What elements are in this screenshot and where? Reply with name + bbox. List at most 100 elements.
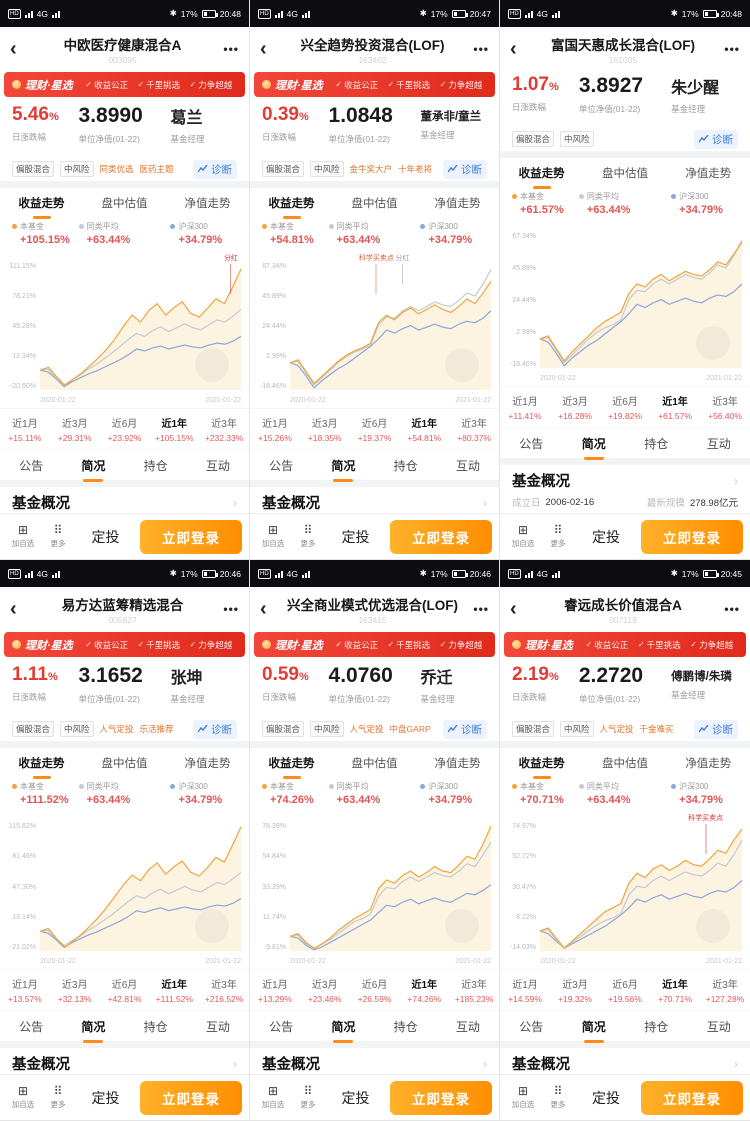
performance-chart[interactable]: 67.34% 45.89% 24.44% 2.99% -18.46% 2020-01-2… (250, 251, 499, 408)
period-6m[interactable]: 近6月 +19.82% (608, 397, 642, 421)
tab-holdings[interactable]: 持仓 (393, 1019, 418, 1034)
more-actions-button[interactable]: ⠿ 更多 (550, 1084, 566, 1110)
period-3y[interactable]: 近3年 +56.40% (708, 397, 742, 421)
aip-button[interactable]: 定投 (592, 1089, 620, 1106)
fund-overview-header[interactable]: 基金概况 › (250, 487, 499, 513)
fund-overview-header[interactable]: 基金概况 › (0, 1048, 249, 1074)
back-icon[interactable]: ‹ (260, 38, 267, 60)
period-1y[interactable]: 近1年 +54.81% (407, 419, 442, 443)
period-3y[interactable]: 近3年 +216.52% (204, 980, 244, 1004)
diagnose-button[interactable]: 诊断 (193, 719, 237, 739)
tab-nav-trend[interactable]: 净值走势 (434, 198, 481, 210)
tab-nav-trend[interactable]: 净值走势 (184, 758, 231, 770)
period-3y[interactable]: 近3年 +232.33% (204, 419, 244, 443)
period-6m[interactable]: 近6月 +42.81% (107, 980, 142, 1004)
period-1y[interactable]: 近1年 +74.26% (407, 980, 442, 1004)
period-1y[interactable]: 近1年 +105.15% (155, 419, 194, 443)
tab-holdings[interactable]: 持仓 (143, 458, 168, 473)
period-3y[interactable]: 近3年 +185.23% (454, 980, 494, 1004)
tab-profile[interactable]: 简况 (312, 1018, 374, 1035)
more-icon[interactable]: ••• (223, 602, 239, 616)
diagnose-button[interactable]: 诊断 (694, 719, 738, 739)
period-1m[interactable]: 近1月 +13.57% (8, 980, 42, 1004)
performance-chart[interactable]: 67.34% 45.89% 24.44% 2.99% -18.46% 2020-01-2… (500, 221, 750, 386)
star-select-banner[interactable]: 理财·星选 ✓ 收益公正 ✓ 千里挑选 ✓ 力争超越 (4, 72, 245, 97)
tab-announcements[interactable]: 公告 (519, 436, 544, 451)
period-3y[interactable]: 近3年 +80.37% (457, 419, 491, 443)
fund-overview-header[interactable]: 基金概况 › (500, 1048, 750, 1074)
tab-interaction[interactable]: 互动 (455, 458, 480, 473)
period-3m[interactable]: 近3月 +23.46% (307, 980, 342, 1004)
star-select-banner[interactable]: 理财·星选 ✓ 收益公正 ✓ 千里挑选 ✓ 力争超越 (254, 72, 495, 97)
manager-name[interactable]: 董承非/童兰 (420, 111, 482, 123)
period-3m[interactable]: 近3月 +32.13% (57, 980, 92, 1004)
period-1m[interactable]: 近1月 +11.41% (508, 397, 542, 421)
tab-interaction[interactable]: 互动 (706, 436, 731, 451)
star-select-banner[interactable]: 理财·星选 ✓ 收益公正 ✓ 千里挑选 ✓ 力争超越 (504, 632, 746, 657)
tab-interaction[interactable]: 互动 (455, 1019, 480, 1034)
tab-announcements[interactable]: 公告 (19, 458, 44, 473)
aip-button[interactable]: 定投 (91, 1089, 120, 1106)
period-1y[interactable]: 近1年 +61.57% (658, 397, 692, 421)
star-select-banner[interactable]: 理财·星选 ✓ 收益公正 ✓ 千里挑选 ✓ 力争超越 (4, 632, 245, 657)
tab-intraday-estimate[interactable]: 盘中估值 (601, 758, 648, 770)
aip-button[interactable]: 定投 (592, 528, 620, 545)
period-3m[interactable]: 近3月 +16.28% (558, 397, 592, 421)
diagnose-button[interactable]: 诊断 (443, 159, 487, 179)
tab-nav-trend[interactable]: 净值走势 (434, 758, 481, 770)
manager-name[interactable]: 葛兰 (170, 110, 203, 127)
add-watchlist-button[interactable]: ⊞ 加自选 (261, 523, 285, 549)
more-actions-button[interactable]: ⠿ 更多 (550, 523, 566, 549)
period-1m[interactable]: 近1月 +13.29% (258, 980, 292, 1004)
more-actions-button[interactable]: ⠿ 更多 (50, 1084, 66, 1110)
tab-profile[interactable]: 简况 (62, 1018, 124, 1035)
tab-nav-trend[interactable]: 净值走势 (184, 198, 231, 210)
manager-name[interactable]: 傅鹏博/朱璘 (671, 671, 732, 683)
login-button[interactable]: 立即登录 (140, 1080, 242, 1115)
add-watchlist-button[interactable]: ⊞ 加自选 (11, 523, 35, 549)
period-6m[interactable]: 近6月 +23.92% (107, 419, 142, 443)
tab-interaction[interactable]: 互动 (205, 458, 230, 473)
tab-intraday-estimate[interactable]: 盘中估值 (351, 198, 398, 210)
tab-announcements[interactable]: 公告 (19, 1019, 44, 1034)
tab-return-trend[interactable]: 收益走势 (500, 165, 583, 181)
performance-chart[interactable]: 74.97% 52.72% 30.47% 8.22% -14.03% 2020-01-2… (500, 811, 750, 969)
period-1m[interactable]: 近1月 +15.26% (258, 419, 292, 443)
manager-name[interactable]: 乔迁 (420, 670, 453, 687)
more-icon[interactable]: ••• (473, 42, 489, 56)
tab-holdings[interactable]: 持仓 (644, 436, 669, 451)
tab-holdings[interactable]: 持仓 (644, 1019, 669, 1034)
more-icon[interactable]: ••• (223, 42, 239, 56)
performance-chart[interactable]: 115.62% 81.46% 47.30% 13.14% -21.02% 2020-01… (0, 811, 249, 969)
tab-return-trend[interactable]: 收益走势 (250, 755, 333, 771)
tab-interaction[interactable]: 互动 (205, 1019, 230, 1034)
add-watchlist-button[interactable]: ⊞ 加自选 (511, 523, 535, 549)
manager-name[interactable]: 朱少醒 (671, 80, 720, 97)
tab-return-trend[interactable]: 收益走势 (500, 755, 583, 771)
login-button[interactable]: 立即登录 (390, 519, 492, 554)
more-icon[interactable]: ••• (473, 602, 489, 616)
login-button[interactable]: 立即登录 (390, 1080, 492, 1115)
star-select-banner[interactable]: 理财·星选 ✓ 收益公正 ✓ 千里挑选 ✓ 力争超越 (254, 632, 495, 657)
tab-holdings[interactable]: 持仓 (143, 1019, 168, 1034)
period-1y[interactable]: 近1年 +70.71% (658, 980, 692, 1004)
aip-button[interactable]: 定投 (91, 528, 120, 545)
add-watchlist-button[interactable]: ⊞ 加自选 (511, 1084, 535, 1110)
tab-return-trend[interactable]: 收益走势 (250, 195, 333, 211)
login-button[interactable]: 立即登录 (140, 519, 242, 554)
tab-intraday-estimate[interactable]: 盘中估值 (101, 758, 148, 770)
period-3m[interactable]: 近3月 +19.32% (558, 980, 592, 1004)
add-watchlist-button[interactable]: ⊞ 加自选 (261, 1084, 285, 1110)
login-button[interactable]: 立即登录 (641, 1080, 743, 1115)
more-icon[interactable]: ••• (724, 602, 740, 616)
back-icon[interactable]: ‹ (510, 598, 517, 620)
period-3y[interactable]: 近3年 +127.28% (705, 980, 745, 1004)
manager-name[interactable]: 张坤 (170, 670, 203, 687)
tab-return-trend[interactable]: 收益走势 (0, 755, 83, 771)
diagnose-button[interactable]: 诊断 (443, 719, 487, 739)
login-button[interactable]: 立即登录 (641, 519, 743, 554)
back-icon[interactable]: ‹ (510, 38, 517, 60)
period-6m[interactable]: 近6月 +19.56% (608, 980, 642, 1004)
tab-announcements[interactable]: 公告 (519, 1019, 544, 1034)
tab-return-trend[interactable]: 收益走势 (0, 195, 83, 211)
